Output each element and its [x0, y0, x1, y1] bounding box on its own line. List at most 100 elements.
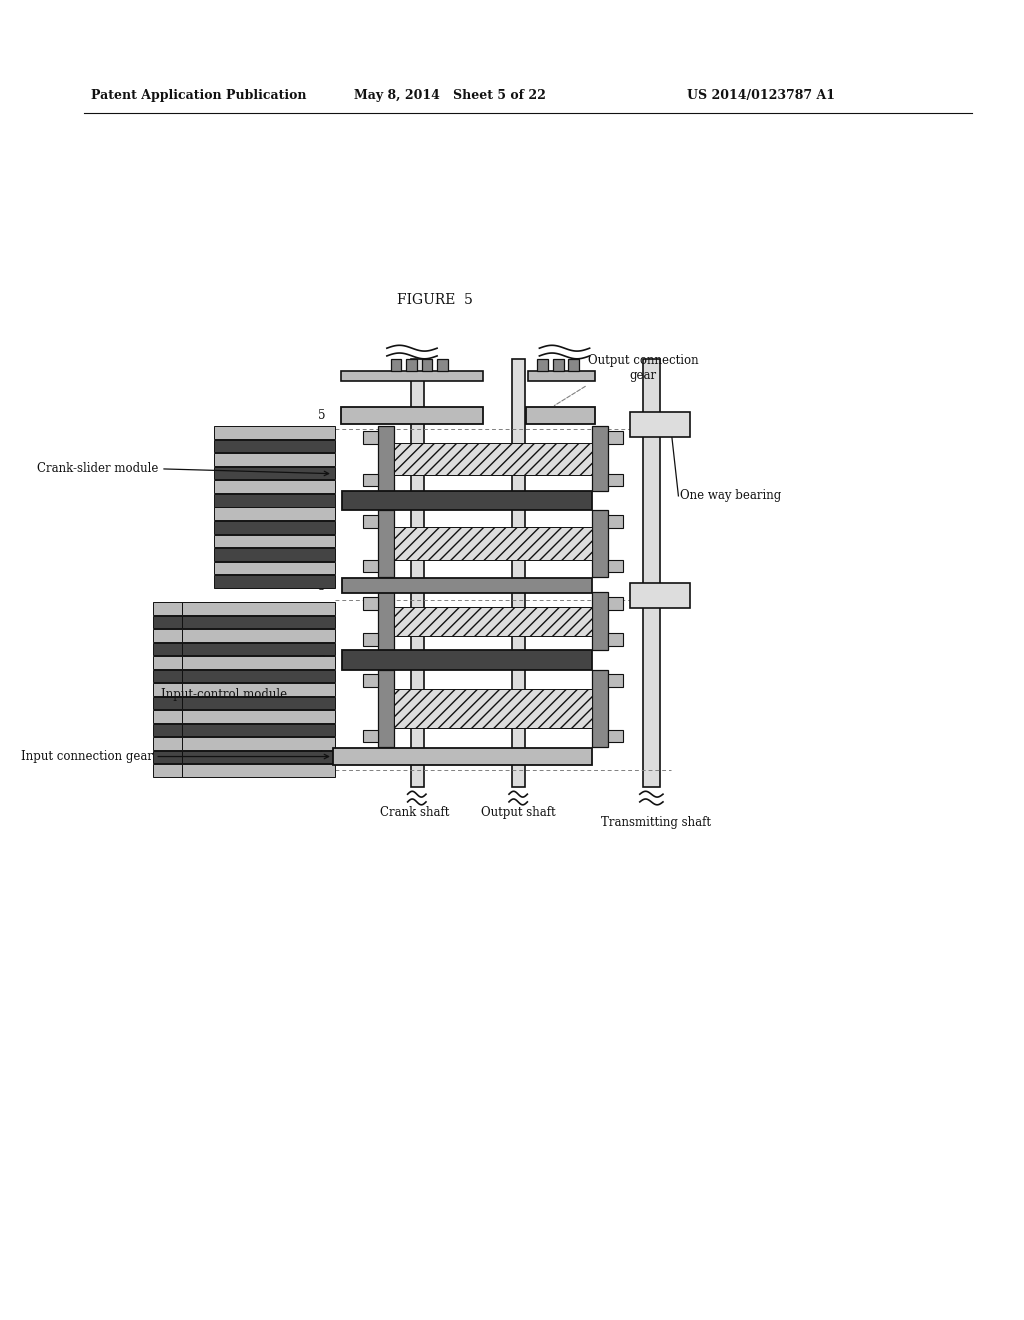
Bar	[214, 561, 335, 574]
Bar	[154, 669, 182, 682]
Bar	[154, 656, 182, 669]
Bar	[362, 432, 378, 444]
Text: Transmitting shaft: Transmitting shaft	[601, 816, 712, 829]
Bar	[593, 669, 608, 747]
Bar	[214, 467, 335, 479]
Bar	[154, 764, 182, 776]
Bar	[378, 426, 393, 491]
Text: 4: 4	[317, 496, 325, 510]
Text: 3: 3	[317, 579, 325, 593]
Bar	[608, 560, 624, 572]
Bar	[214, 440, 335, 453]
Text: Output connection
gear: Output connection gear	[588, 355, 698, 383]
Bar	[393, 442, 593, 475]
Bar	[182, 684, 335, 696]
Bar	[214, 426, 335, 440]
Bar	[342, 651, 592, 669]
Bar	[214, 507, 335, 520]
Bar	[182, 738, 335, 750]
Text: FIGURE  5: FIGURE 5	[397, 293, 473, 308]
Bar	[526, 407, 595, 425]
Bar	[362, 474, 378, 486]
Bar	[182, 710, 335, 723]
Bar	[342, 578, 592, 594]
Bar	[333, 748, 592, 766]
Bar	[378, 511, 393, 577]
Bar	[214, 535, 335, 546]
Bar	[362, 515, 378, 528]
Bar	[393, 527, 593, 560]
Bar	[630, 582, 690, 609]
Bar	[593, 426, 608, 491]
Bar	[182, 630, 335, 642]
Bar	[362, 634, 378, 645]
Bar	[608, 634, 624, 645]
Bar	[154, 615, 182, 628]
Bar	[154, 643, 182, 655]
Text: Crank shaft: Crank shaft	[380, 807, 450, 818]
Bar	[568, 359, 579, 371]
Bar	[182, 669, 335, 682]
Bar	[437, 359, 447, 371]
Bar	[512, 359, 525, 788]
Bar	[393, 689, 593, 727]
Bar	[214, 576, 335, 587]
Bar	[182, 643, 335, 655]
Bar	[154, 684, 182, 696]
Text: Patent Application Publication: Patent Application Publication	[91, 88, 307, 102]
Text: Input connection gear: Input connection gear	[22, 750, 154, 763]
Bar	[608, 597, 624, 610]
Bar	[411, 359, 424, 788]
Text: 5: 5	[317, 409, 325, 422]
Text: Crank-slider module: Crank-slider module	[37, 462, 158, 475]
Bar	[182, 764, 335, 776]
Bar	[630, 412, 690, 437]
Bar	[342, 491, 592, 511]
Bar	[362, 597, 378, 610]
Bar	[154, 738, 182, 750]
Text: One way bearing: One way bearing	[680, 490, 781, 503]
Bar	[341, 371, 483, 381]
Bar	[154, 697, 182, 709]
Bar	[362, 675, 378, 686]
Bar	[341, 407, 483, 425]
Bar	[214, 453, 335, 466]
Bar	[182, 723, 335, 737]
Bar	[182, 656, 335, 669]
Bar	[182, 751, 335, 763]
Bar	[362, 730, 378, 742]
Text: Output shaft: Output shaft	[481, 807, 555, 818]
Bar	[214, 480, 335, 492]
Bar	[362, 560, 378, 572]
Bar	[608, 474, 624, 486]
Bar	[378, 593, 393, 651]
Text: May 8, 2014   Sheet 5 of 22: May 8, 2014 Sheet 5 of 22	[354, 88, 546, 102]
Bar	[593, 511, 608, 577]
Text: 2: 2	[317, 656, 325, 668]
Bar	[182, 602, 335, 615]
Bar	[553, 359, 563, 371]
Bar	[393, 607, 593, 636]
Bar	[214, 494, 335, 507]
Bar	[214, 548, 335, 561]
Bar	[608, 515, 624, 528]
Bar	[391, 359, 401, 371]
Bar	[154, 630, 182, 642]
Bar	[182, 615, 335, 628]
Bar	[538, 359, 548, 371]
Bar	[608, 432, 624, 444]
Bar	[154, 602, 182, 615]
Bar	[422, 359, 432, 371]
Bar	[643, 359, 660, 788]
Bar	[154, 710, 182, 723]
Bar	[527, 371, 595, 381]
Bar	[182, 697, 335, 709]
Bar	[608, 730, 624, 742]
Bar	[214, 521, 335, 533]
Bar	[154, 723, 182, 737]
Bar	[154, 751, 182, 763]
Text: Input-control module: Input-control module	[161, 688, 287, 701]
Bar	[378, 669, 393, 747]
Bar	[608, 675, 624, 686]
Bar	[593, 593, 608, 651]
